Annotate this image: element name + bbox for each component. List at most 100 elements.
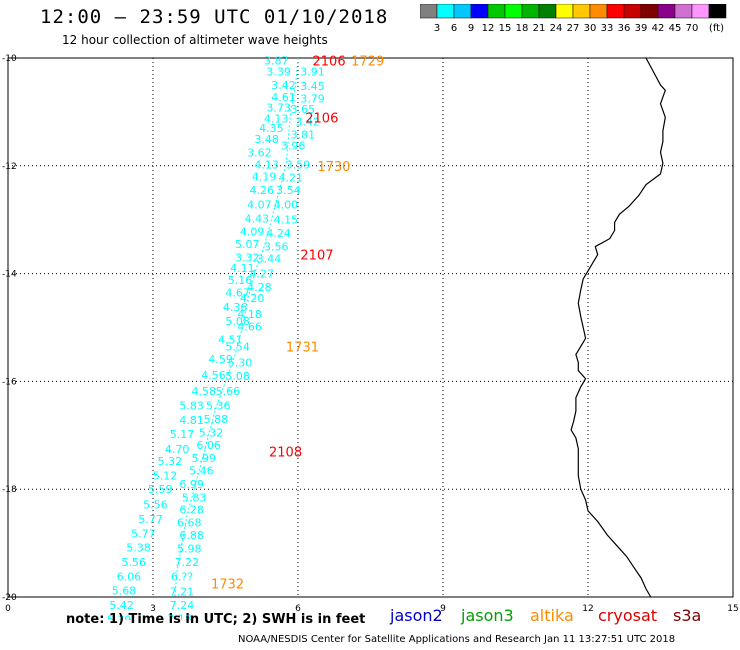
wave-height-label: 3.59 xyxy=(286,159,311,172)
page-subtitle: 12 hour collection of altimeter wave hei… xyxy=(62,33,328,47)
wave-height-label: 3.79 xyxy=(300,92,325,105)
colorbar-label: 39 xyxy=(635,23,648,34)
wave-height-label: 3.42 xyxy=(271,79,296,92)
wave-height-label: 5.54 xyxy=(225,340,250,353)
colorbar-label: 30 xyxy=(584,23,597,34)
wave-height-label: 5.38 xyxy=(126,541,151,554)
y-tick-label: -10 xyxy=(2,54,17,64)
wave-height-label: 5.39 xyxy=(107,614,132,620)
wave-height-label: 5.98 xyxy=(177,542,202,555)
legend-altika: altika xyxy=(530,606,574,625)
wave-height-label: 7.22 xyxy=(175,556,200,569)
wave-height-label: 5.08 xyxy=(225,370,250,383)
colorbar-label: 33 xyxy=(601,23,614,34)
wave-height-label: 3.56 xyxy=(264,241,289,254)
wave-height-label: 3.65 xyxy=(291,103,316,116)
wave-height-label: 6.88 xyxy=(179,529,204,542)
units-note: note: 1) Time is in UTC; 2) SWH is in fe… xyxy=(66,612,366,627)
wave-height-label: 5.83 xyxy=(182,491,207,504)
wave-height-label: 3.48 xyxy=(254,133,279,146)
colorbar-label: 24 xyxy=(550,23,563,34)
colorbar-label: 36 xyxy=(618,23,631,34)
wave-height-label: 4.27 xyxy=(250,268,275,281)
y-tick-label: -14 xyxy=(2,270,17,280)
wave-height-label: 5.32 xyxy=(158,455,183,468)
legend-s3a: s3a xyxy=(673,606,702,625)
wave-height-label: 4.26 xyxy=(250,184,275,197)
colorbar-label: 27 xyxy=(567,23,580,34)
wave-height-label: 3.32 xyxy=(235,251,260,264)
wave-height-label: 5.56 xyxy=(143,498,168,511)
wave-height-label: 4.81 xyxy=(179,414,204,427)
wave-height-label: 5.36 xyxy=(206,400,231,413)
x-tick-label: 6 xyxy=(295,604,301,614)
y-tick-label: -18 xyxy=(2,485,17,495)
colorbar-label: 45 xyxy=(669,23,682,34)
x-tick-label: 9 xyxy=(440,604,446,614)
wave-height-label: 3.62 xyxy=(247,146,272,159)
colorbar-label: 3 xyxy=(434,23,440,34)
colorbar-label: 9 xyxy=(468,23,474,34)
color-scale-bar: 3 6 9 12 15 18 21 24 27 30 33 36 39 42 45 70 (ft) xyxy=(420,4,727,34)
wave-height-label: 3.42 xyxy=(295,116,320,129)
pass-time-label: 2107 xyxy=(300,249,333,264)
wave-height-label: 5.32 xyxy=(199,427,224,440)
y-tick-label: -12 xyxy=(2,162,17,172)
x-tick-label: 0 xyxy=(5,604,11,614)
wave-height-label: 4.58 xyxy=(192,385,217,398)
wave-height-label: 5.07 xyxy=(235,238,260,251)
wave-height-label: 7.21 xyxy=(170,586,195,599)
wave-height-label: 4.36 xyxy=(223,301,248,314)
colorbar-label: 42 xyxy=(652,23,665,34)
wave-height-map: 0 3 6 9 12 15 -10 -12 -14 -16 -18 -20 3.873.39 3.91 3.… xyxy=(2,54,739,620)
wave-height-label: 3.44 xyxy=(257,253,282,266)
wave-height-label: 5.68 xyxy=(112,585,137,598)
colorbar-label: 70 xyxy=(686,23,699,34)
wave-height-label: 4.20 xyxy=(240,292,265,305)
wave-height-label: 5.77 xyxy=(131,527,156,540)
pass-time-label: 1729 xyxy=(351,55,384,70)
wave-height-label: 4.15 xyxy=(274,214,299,227)
wave-height-label: 4.43 xyxy=(245,213,270,226)
wave-height-label: 5.66 xyxy=(216,385,241,398)
wave-height-label: 5.08 xyxy=(225,315,250,328)
credit-line: NOAA/NESDIS Center for Satellite Applica… xyxy=(238,634,676,645)
wave-height-label: 4.07 xyxy=(247,199,272,212)
wave-height-label: 4.59 xyxy=(208,353,233,366)
pass-time-label: 2106 xyxy=(313,55,346,70)
pass-time-label: 2106 xyxy=(305,111,338,126)
wave-height-label: 5.16 xyxy=(228,274,253,287)
wave-height-label: 3.81 xyxy=(291,129,316,142)
colorbar-label: 15 xyxy=(499,23,512,34)
legend-jason3: jason3 xyxy=(461,606,514,625)
wave-height-label: 3.87 xyxy=(264,55,289,68)
wave-height-label: 3.73 xyxy=(266,102,291,115)
wave-height-label: 5.30 xyxy=(228,357,253,370)
colorbar-unit: (ft) xyxy=(709,23,724,34)
wave-height-label: 4.09 xyxy=(240,226,265,239)
wave-height-label: 7.24 xyxy=(170,599,195,612)
wave-height-label: 5.12 xyxy=(153,470,178,483)
wave-height-label: 5.59 xyxy=(148,483,173,496)
pass-time-label: 1730 xyxy=(317,160,350,175)
wave-height-label: 4.51 xyxy=(218,333,243,346)
wave-height-label: 3.39 xyxy=(266,65,291,78)
wave-height-label: 4.00 xyxy=(274,199,299,212)
wave-height-label: 4.67 xyxy=(225,286,250,299)
x-tick-label: 15 xyxy=(727,604,738,614)
wave-height-label: 5.83 xyxy=(179,400,204,413)
wave-height-label: 6.?? xyxy=(171,571,193,584)
page-title: 12:00 – 23:59 UTC 01/10/2018 xyxy=(40,6,389,28)
wave-height-label: 5.17 xyxy=(170,428,195,441)
coastline xyxy=(570,57,666,598)
pass-time-label: 2108 xyxy=(269,445,302,460)
colorbar-label: 6 xyxy=(451,23,457,34)
y-tick-label: -16 xyxy=(2,377,17,387)
wave-height-label: 4.35 xyxy=(259,122,284,135)
wave-height-label: 5.56 xyxy=(121,556,146,569)
wave-height-label: 4.66 xyxy=(237,320,262,333)
satellite-track xyxy=(174,57,299,598)
x-tick-label: 12 xyxy=(582,604,593,614)
wave-height-label: 6.28 xyxy=(179,504,204,517)
wave-height-label: 6.99 xyxy=(179,478,204,491)
